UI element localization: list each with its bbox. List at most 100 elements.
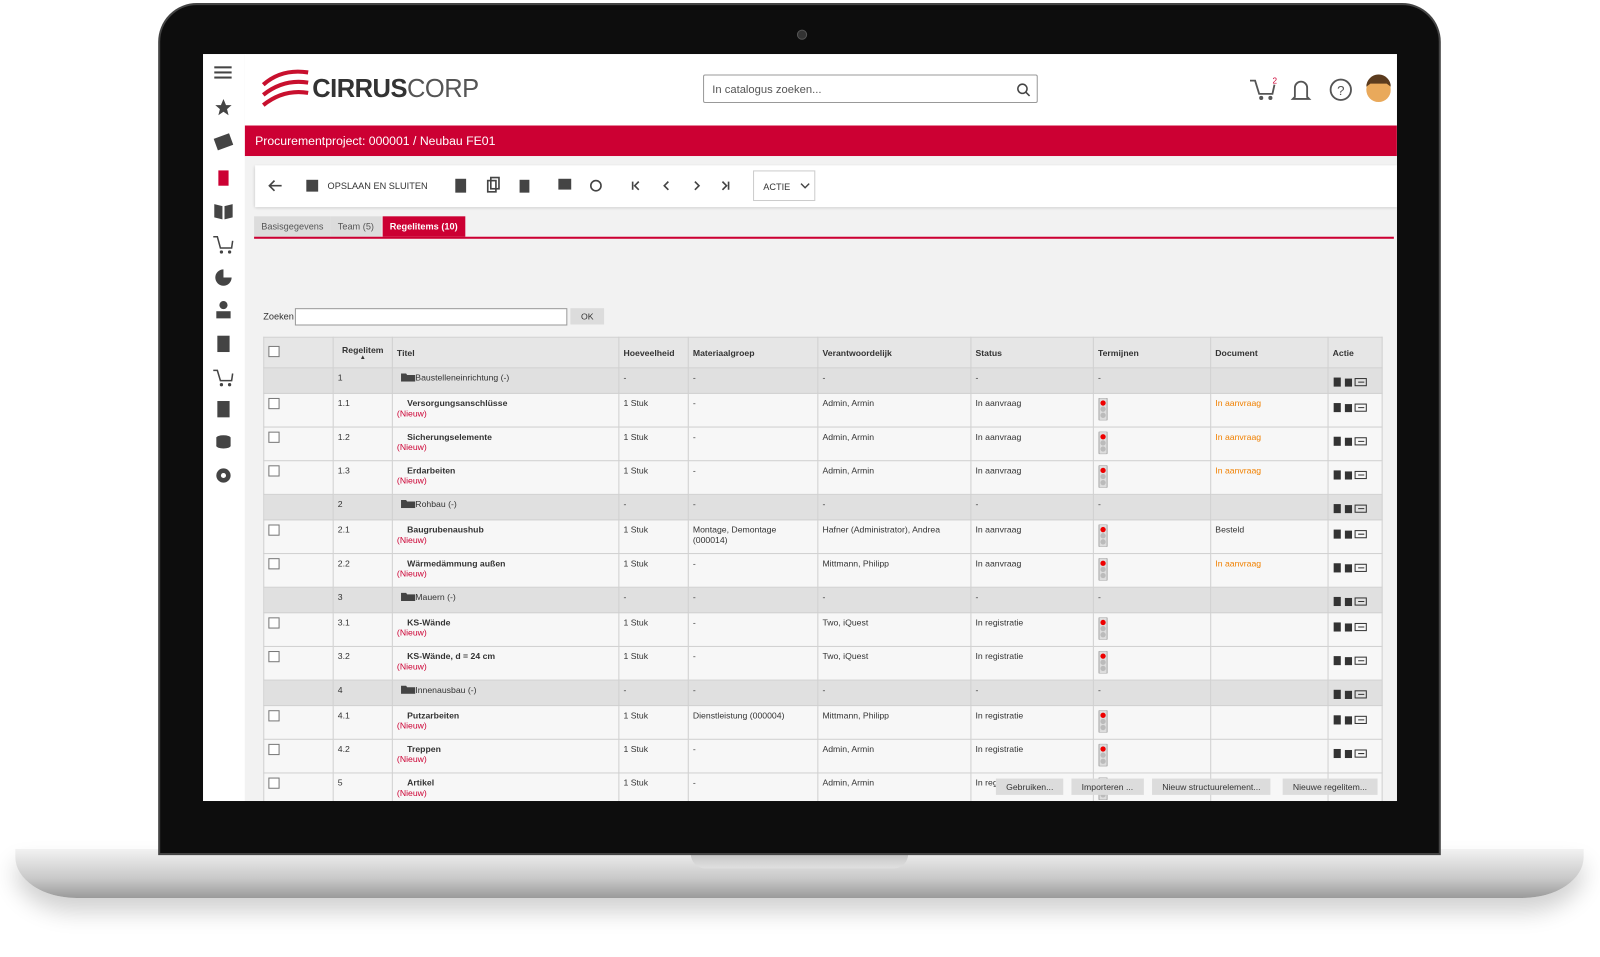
checkbox[interactable] [268,710,280,722]
procurement-icon[interactable] [218,170,229,186]
catalog-icon[interactable] [213,133,234,151]
book-icon[interactable] [214,204,233,220]
checkbox[interactable] [268,345,280,358]
row-actions[interactable] [1333,562,1370,573]
cart-icon[interactable] [213,235,234,249]
help-icon[interactable] [1329,78,1352,101]
back-icon[interactable] [268,180,282,192]
cell: - [817,367,972,394]
item-row: 2.1 Baugrubenaushub (Nieuw) 1 Stuk Montage, … [263,519,1383,555]
cell: - [687,426,819,462]
user-icon[interactable] [219,301,228,310]
row-actions[interactable] [1333,655,1370,666]
item-note: (Nieuw) [396,661,427,672]
cell: Hafner (Administrator), Andrea [817,519,972,555]
cell: - [970,679,1094,707]
cell: 1 Stuk [618,553,689,588]
cell [1092,392,1212,428]
checkbox[interactable] [268,524,280,536]
comment-icon[interactable] [558,178,572,190]
cell: Versorgungsanschlüsse (Nieuw) [391,392,620,428]
cell: Erdarbeiten (Nieuw) [391,460,620,495]
checklist-icon[interactable] [217,335,230,353]
group-row: 4 Innenausbau (-) - - - - - [263,679,1383,707]
checkbox[interactable] [268,558,280,570]
cell: - [970,367,1094,394]
search-label: Zoeken [263,311,294,322]
cell: 1.3 [332,460,393,495]
checkbox[interactable] [268,651,280,663]
item-row: 3.1 KS-Wände (Nieuw) 1 Stuk - Two, iQuest In r… [263,612,1383,647]
footer-button[interactable]: Nieuwe regelitem... [1282,778,1378,795]
cell: Besteld [1210,519,1329,555]
tab[interactable]: Regelitems (10) [382,216,465,237]
folder-icon [401,592,416,602]
prev-icon[interactable] [663,181,669,191]
copy-icon[interactable] [486,179,497,193]
search-icon[interactable] [1016,83,1031,97]
next-icon[interactable] [694,181,701,191]
cell: 2.1 [332,519,393,555]
header-cell: Titel [391,336,620,369]
checkbox[interactable] [268,617,280,629]
checkbox[interactable] [268,465,280,477]
row-actions[interactable] [1333,689,1370,699]
row-actions[interactable] [1333,469,1370,480]
cell: - [817,493,972,521]
checkbox[interactable] [268,777,280,789]
save-icon[interactable] [306,179,319,192]
traffic-light [1098,650,1108,674]
row-actions[interactable] [1333,748,1370,759]
delete-icon[interactable] [519,179,530,193]
checkbox[interactable] [268,743,280,756]
new-icon[interactable] [455,178,467,193]
save-button[interactable]: OPSLAAN EN SLUITEN [327,180,428,191]
header-cell: Materiaalgroep [687,336,819,369]
action-dropdown[interactable]: ACTIE [753,170,816,202]
row-actions[interactable] [1333,503,1370,514]
row-actions[interactable] [1333,714,1370,725]
item-row: 1.2 Sicherungselemente (Nieuw) 1 Stuk - Admin… [263,426,1383,462]
row-actions[interactable] [1333,596,1370,607]
bell-icon[interactable] [1290,80,1312,100]
header-icons: ? [1249,74,1391,103]
chart-icon[interactable] [215,269,232,286]
cell: 4.2 [332,738,393,774]
tab[interactable]: Basisgegevens [254,216,331,237]
checkbox[interactable] [268,431,280,443]
row-actions[interactable] [1333,621,1370,632]
search-button[interactable]: OK [570,308,605,325]
tab[interactable]: Team (5) [330,216,382,237]
item-note: (Nieuw) [396,408,427,419]
checkbox[interactable] [268,397,280,410]
menu-icon[interactable] [214,66,232,69]
traffic-light [1098,743,1108,767]
first-icon[interactable] [631,181,640,191]
footer-button[interactable]: Nieuw structuurelement... [1152,778,1271,795]
row-actions[interactable] [1333,377,1370,387]
last-icon[interactable] [721,181,730,191]
footer-button[interactable]: Gebruiken... [995,778,1064,795]
search-input[interactable] [294,308,568,326]
cell: In registratie [970,645,1094,681]
row-actions[interactable] [1333,529,1370,539]
cart-icon[interactable] [1249,79,1276,95]
cell: - [1092,679,1212,707]
item-note: (Nieuw) [396,568,427,579]
cart2-icon[interactable] [213,369,234,382]
item-title: Versorgungsanschlüsse [407,397,508,409]
catalog-search[interactable]: In catalogus zoeken... [703,74,1038,104]
cell: 4 [332,679,393,707]
cell: 1 Stuk [618,645,689,681]
favorites-icon[interactable] [215,98,232,116]
dropdown-arrow [800,183,810,189]
footer-button[interactable]: Importeren ... [1071,778,1144,795]
header-cell: Verantwoordelijk [817,336,972,369]
cell [263,612,334,647]
history-icon[interactable] [589,179,602,192]
row-actions[interactable] [1333,402,1370,413]
doc-icon[interactable] [217,401,230,418]
breadcrumb: Procurementproject: 000001 / Neubau FE01 [255,133,496,148]
cell: 2 [332,493,393,521]
row-actions[interactable] [1333,436,1370,446]
